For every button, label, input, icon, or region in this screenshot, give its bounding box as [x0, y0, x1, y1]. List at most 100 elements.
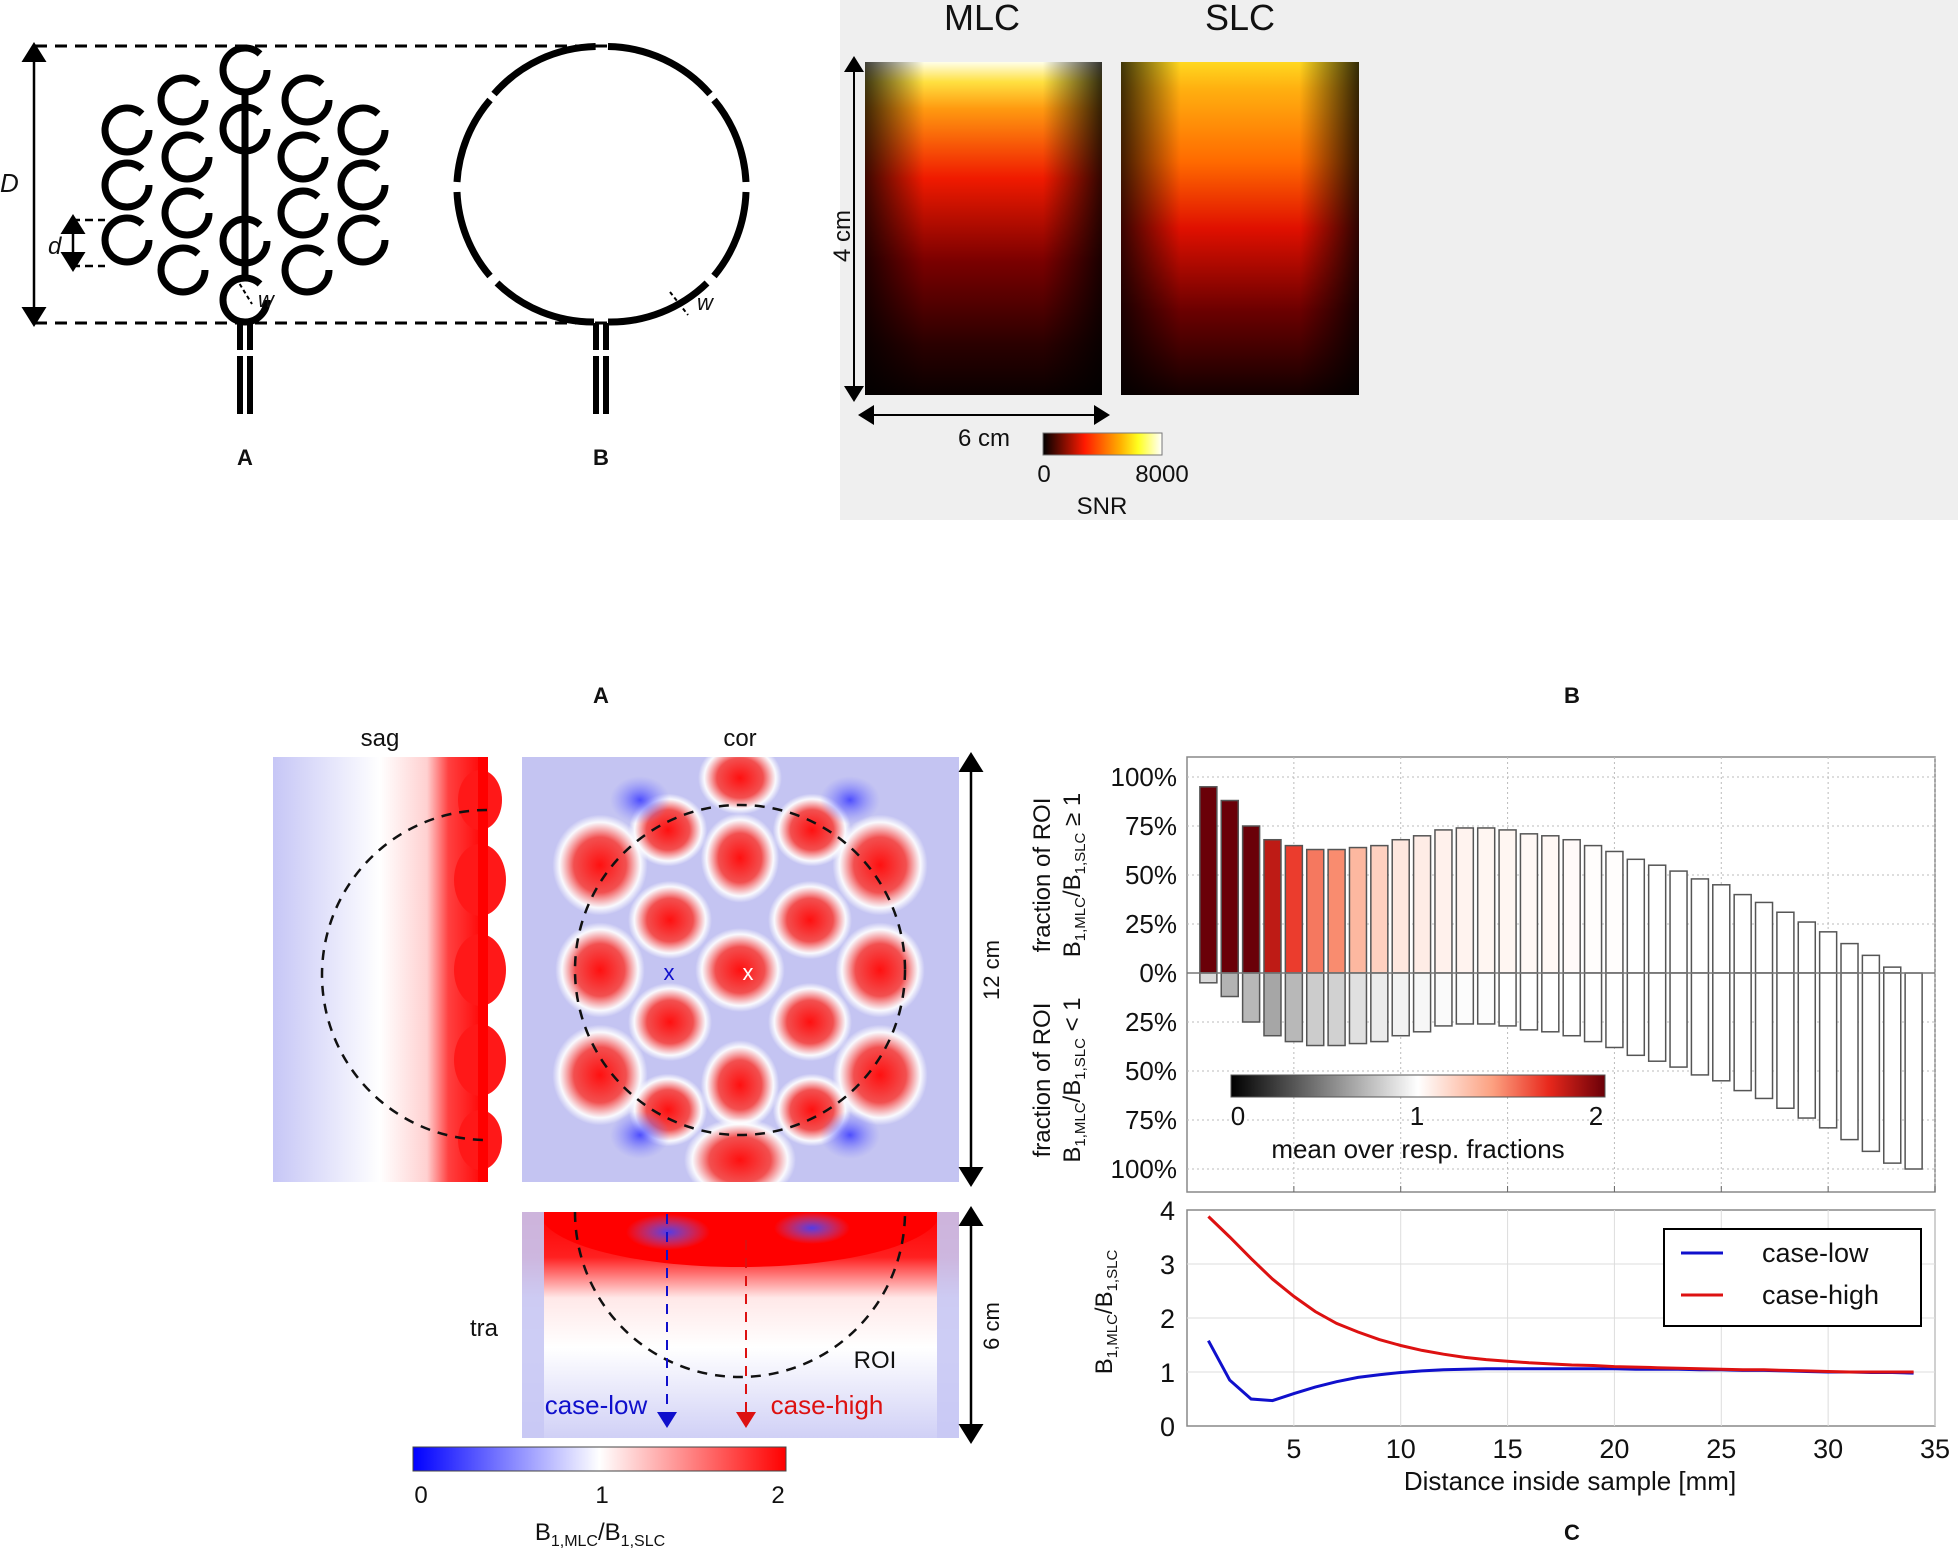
chart-b-ytick-bottom: 50% [1125, 1056, 1177, 1086]
chart-b-ytick-bottom: 100% [1111, 1154, 1178, 1184]
coil-loop [101, 214, 153, 266]
view-label-tra: tra [470, 1315, 499, 1342]
field-coldspot [610, 1111, 670, 1159]
field-coldspot [820, 776, 880, 824]
chart-b-ytick-top: 25% [1125, 909, 1177, 939]
chart-b-colorbar [1230, 1074, 1606, 1098]
chart-b-bar-above [1284, 844, 1304, 974]
field-hotspot [695, 928, 785, 1012]
chart-b-bar-above [1861, 954, 1881, 974]
chart-c-ylabel: B1,MLC/B1,SLC [1091, 1250, 1121, 1375]
field-hotspot [768, 982, 852, 1062]
chart-b: 100% 75% 50% 25% 0% 25% 50% 75% 100% [1111, 756, 1936, 1193]
field-hotspot [552, 814, 648, 916]
chart-c-xtick-label: 30 [1813, 1434, 1843, 1464]
chart-b-bar-below [1498, 972, 1517, 1027]
b1-colorbar-min: 0 [414, 1482, 427, 1509]
coil-loop [281, 74, 333, 126]
snr-height-label: 4 cm [829, 210, 856, 262]
chart-b-bar-below [1434, 972, 1453, 1027]
legend-label-case-low: case-low [1762, 1238, 1869, 1268]
field-hotspot [698, 757, 782, 815]
chart-c-ytick-label: 1 [1160, 1358, 1175, 1388]
panel-label-A-bottom: A [593, 683, 609, 708]
chart-b-bar-above [1348, 846, 1368, 974]
chart-c-ytick-label: 4 [1160, 1196, 1175, 1226]
chart-b-bar-above [1412, 835, 1432, 974]
multi-loop-coil [101, 44, 389, 326]
chart-b-ytick-bottom: 75% [1125, 1105, 1177, 1135]
chart-b-bar-below [1541, 972, 1560, 1033]
chart-b-bar-above [1690, 878, 1710, 974]
field-hotspot [700, 813, 780, 903]
b1-colorbar-max: 2 [771, 1482, 784, 1509]
b1-colorbar [412, 1446, 787, 1472]
roi-label: ROI [854, 1347, 897, 1374]
snr-colorbar-min: 0 [1037, 461, 1050, 488]
chart-b-ytick-bottom: 25% [1125, 1007, 1177, 1037]
chart-b-bar-above [1605, 850, 1624, 974]
chart-b-bar-above [1776, 911, 1795, 974]
b1-colorbar-mid: 1 [595, 1482, 608, 1509]
chart-b-bar-below [1818, 972, 1838, 1129]
chart-b-bar-above [1498, 829, 1517, 974]
chart-b-bar-below [1412, 972, 1432, 1033]
label-w-right: w [697, 290, 715, 315]
snr-title-slc: SLC [1205, 0, 1275, 38]
panel-label-C: C [1564, 1520, 1580, 1545]
chart-c-xtick-label: 10 [1386, 1434, 1416, 1464]
field-hotspot [684, 1118, 796, 1182]
chart-b-bar-below [1391, 972, 1410, 1037]
tra-roi-arc [573, 1211, 907, 1379]
chart-b-bar-below [1626, 972, 1646, 1057]
chart-c-ytick-label: 3 [1160, 1250, 1175, 1280]
chart-b-ylabel-bottom-line1: fraction of ROI [1029, 1003, 1056, 1158]
chart-b-bar-above [1626, 858, 1646, 974]
chart-c-xtick-label: 15 [1493, 1434, 1523, 1464]
chart-b-bar-above [1455, 827, 1475, 974]
chart-b-bar-above [1327, 848, 1346, 974]
chart-b-bar-above [1669, 870, 1688, 974]
chart-b-bar-below [1647, 972, 1667, 1062]
field-coldspot [820, 1111, 880, 1159]
coil-loop [157, 74, 209, 126]
chart-b-ytick-top: 50% [1125, 860, 1177, 890]
chart-b-ytick-top: 0% [1139, 958, 1177, 988]
chart-b-bar-above [1220, 799, 1239, 974]
chart-b-bar-below [1327, 972, 1346, 1047]
chart-b-bar-above [1370, 844, 1389, 974]
case-high-label: case-high [771, 1390, 884, 1420]
snr-width-label: 6 cm [958, 425, 1010, 452]
chart-b-bar-below [1669, 972, 1688, 1068]
tra-map [522, 1212, 959, 1438]
chart-b-colorbar-mid: 1 [1410, 1101, 1424, 1131]
field-hotspot [552, 1024, 648, 1126]
chart-c-ytick-label: 0 [1160, 1412, 1175, 1442]
chart-b-bar-above [1541, 835, 1560, 974]
coil-loop [337, 214, 389, 266]
field-hotspot [628, 880, 712, 960]
w-indicator-left [235, 277, 253, 305]
coil-loop [277, 131, 329, 183]
chart-c-xlabel: Distance inside sample [mm] [1404, 1466, 1736, 1496]
coil-loop [277, 187, 329, 239]
panel-label-A-top: A [237, 445, 253, 470]
cor-roi-circle [573, 803, 907, 1137]
chart-b-ylabel-top-line2: B1,MLC/B1,SLC ≥ 1 [1059, 793, 1089, 957]
panel-label-B-bottom: B [1564, 683, 1580, 708]
label-w-left: w [258, 287, 276, 312]
coil-diagram: D d w A w B [0, 42, 750, 470]
snr-colorbar-max: 8000 [1135, 461, 1188, 488]
coil-loop [161, 187, 213, 239]
chart-b-bar-below [1455, 972, 1475, 1025]
chart-c-xtick-label: 35 [1920, 1434, 1950, 1464]
chart-b-bar-below [1284, 972, 1304, 1043]
chart-b-bar-above [1733, 893, 1752, 974]
chart-b-bar-below [1519, 972, 1539, 1031]
cor-marker-low: x [664, 960, 675, 985]
sag-map [273, 757, 487, 1182]
chart-b-bar-below [1776, 972, 1795, 1109]
chart-b-bar-below [1797, 972, 1817, 1119]
field-hotspot [628, 982, 712, 1062]
